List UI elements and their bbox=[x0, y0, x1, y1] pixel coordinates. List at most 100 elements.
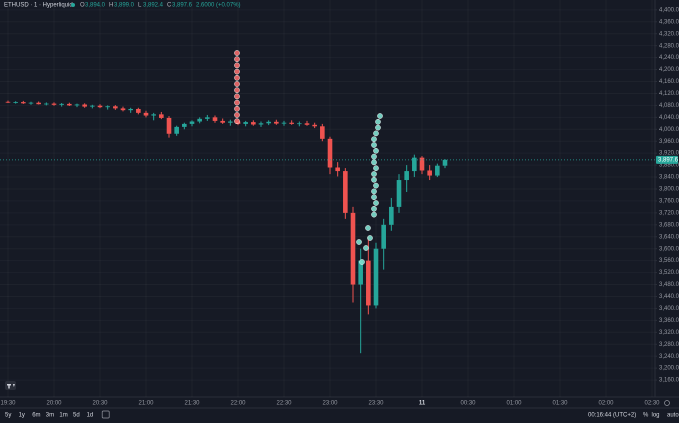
logo-mark bbox=[7, 384, 15, 389]
status-dot bbox=[71, 3, 75, 7]
legend-label: H bbox=[109, 3, 113, 9]
last-price-box bbox=[656, 155, 678, 164]
sell-signal bbox=[234, 87, 240, 94]
candle-body bbox=[258, 123, 264, 125]
candle-body bbox=[289, 122, 294, 124]
legend-value: 3,894.0 bbox=[85, 3, 106, 9]
buy-signal bbox=[373, 182, 379, 189]
buy-signal bbox=[371, 136, 377, 143]
candle-body bbox=[189, 121, 195, 124]
y-tick-label: 3,600.0 bbox=[659, 246, 679, 252]
candle-body bbox=[97, 105, 103, 108]
candle-body bbox=[304, 123, 310, 125]
candle-body bbox=[435, 165, 440, 176]
buy-signal bbox=[371, 142, 377, 148]
x-tick-label: 21:30 bbox=[184, 401, 200, 407]
y-tick-label: 4,160.0 bbox=[659, 79, 679, 85]
y-tick-label: 3,160.0 bbox=[659, 378, 679, 384]
candle-body bbox=[373, 248, 379, 306]
clock: 00:16:44 (UTC+2) bbox=[588, 413, 636, 419]
candle-body bbox=[13, 102, 18, 103]
y-tick-label: 4,120.0 bbox=[659, 91, 679, 97]
buy-signal bbox=[371, 194, 377, 201]
range-button[interactable]: 5d bbox=[73, 413, 80, 419]
scale-button[interactable]: % bbox=[643, 413, 649, 419]
range-button[interactable]: 1y bbox=[19, 413, 25, 419]
sell-signal bbox=[234, 50, 240, 56]
range-button[interactable]: 1m bbox=[59, 413, 67, 419]
candle-body bbox=[105, 106, 110, 108]
sell-signal bbox=[234, 105, 240, 112]
buy-signal bbox=[373, 200, 379, 206]
legend-label: C bbox=[167, 3, 172, 9]
x-tick-label: 00:30 bbox=[460, 401, 476, 407]
candle-body bbox=[90, 105, 95, 107]
settings-icon[interactable] bbox=[664, 400, 670, 406]
y-tick-label: 4,040.0 bbox=[659, 115, 679, 121]
candle-body bbox=[28, 102, 34, 104]
candle-body bbox=[442, 159, 448, 166]
candle-body bbox=[335, 167, 340, 172]
buy-signal bbox=[359, 259, 365, 265]
sell-signal bbox=[234, 56, 240, 63]
axes: 4,400.0 4,360.0 4,320.0 4,280.0 4,240.0 4,200… bbox=[0, 7, 679, 406]
buy-signal bbox=[356, 239, 362, 245]
candle-body bbox=[266, 121, 271, 124]
candle-body bbox=[251, 122, 256, 125]
y-tick-label: 4,000.0 bbox=[659, 127, 679, 133]
legend-value: 3,892.4 bbox=[143, 3, 164, 9]
range-button[interactable]: 3m bbox=[46, 413, 54, 419]
buy-signal bbox=[371, 188, 377, 195]
buy-signal bbox=[365, 225, 371, 231]
y-tick-label: 4,280.0 bbox=[659, 43, 679, 49]
candle-body bbox=[281, 122, 287, 124]
candle-body bbox=[128, 108, 133, 111]
x-tick-label: 01:30 bbox=[552, 401, 568, 407]
plot bbox=[0, 50, 655, 354]
candle-body bbox=[174, 126, 179, 134]
y-tick-label: 3,920.0 bbox=[659, 151, 679, 157]
buy-signal bbox=[371, 176, 377, 183]
x-tick-label: 23:30 bbox=[368, 401, 384, 407]
candle-body bbox=[343, 171, 348, 213]
y-tick-label: 4,360.0 bbox=[659, 19, 679, 25]
buy-signal bbox=[373, 147, 379, 154]
candle-body bbox=[274, 121, 279, 124]
candle-body bbox=[228, 121, 233, 123]
legend-change: 2.6000 (+0.07%) bbox=[196, 3, 241, 9]
scale-button[interactable]: log bbox=[652, 413, 660, 419]
sell-signal bbox=[234, 68, 240, 75]
x-tick-label: 02:30 bbox=[644, 401, 660, 407]
candle-body bbox=[82, 104, 87, 107]
y-tick-label: 3,400.0 bbox=[659, 306, 679, 312]
y-tick-label: 3,280.0 bbox=[659, 342, 679, 348]
candle-body bbox=[36, 102, 41, 105]
candle-body bbox=[212, 117, 218, 121]
buy-signal bbox=[371, 171, 377, 177]
range-button[interactable]: 1d bbox=[87, 413, 94, 419]
range-button[interactable]: 6m bbox=[32, 413, 40, 419]
sell-signal bbox=[234, 112, 240, 118]
y-tick-label: 4,240.0 bbox=[659, 55, 679, 61]
buy-signal bbox=[371, 153, 377, 160]
candle-body bbox=[74, 104, 80, 106]
scale-button[interactable]: auto bbox=[667, 413, 679, 419]
calendar-icon[interactable] bbox=[101, 410, 110, 419]
y-tick-label: 3,560.0 bbox=[659, 258, 679, 264]
range-button[interactable]: 5y bbox=[5, 413, 11, 419]
y-tick-label: 3,520.0 bbox=[659, 270, 679, 276]
x-tick-label: 20:00 bbox=[46, 401, 62, 407]
candle-body bbox=[312, 124, 317, 127]
candle-body bbox=[419, 157, 425, 171]
legend-label: O bbox=[80, 3, 85, 9]
y-tick-label: 3,880.0 bbox=[659, 163, 679, 169]
y-tick-label: 4,200.0 bbox=[659, 67, 679, 73]
y-tick-label: 3,960.0 bbox=[659, 139, 679, 145]
candle-body bbox=[389, 206, 394, 225]
y-tick-label: 4,400.0 bbox=[659, 7, 679, 13]
candle-body bbox=[243, 122, 248, 124]
sell-signal bbox=[234, 81, 240, 87]
candle-body bbox=[350, 212, 356, 285]
y-tick-label: 3,360.0 bbox=[659, 318, 679, 324]
